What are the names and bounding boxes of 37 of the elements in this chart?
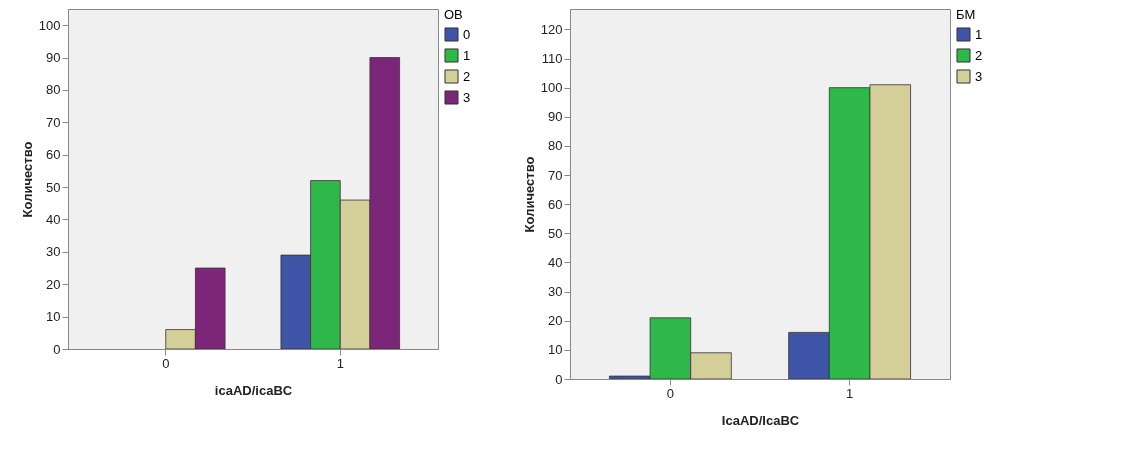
y-tick-label: 120 <box>540 21 563 37</box>
y-tick-label: 80 <box>548 138 563 154</box>
x-axis-title: IcaAD/IcaBC <box>721 412 800 428</box>
y-tick-label: 70 <box>46 114 61 130</box>
y-tick-label: 70 <box>548 167 563 183</box>
legend-label: 2 <box>463 68 471 84</box>
y-tick-label: 20 <box>46 276 61 292</box>
legend-label: 0 <box>463 26 471 42</box>
y-tick-label: 30 <box>548 284 563 300</box>
y-tick-label: 50 <box>548 225 563 241</box>
legend-label: 1 <box>975 26 983 42</box>
y-tick-label: 0 <box>555 371 563 387</box>
y-tick-label: 20 <box>548 313 563 329</box>
y-tick-label: 100 <box>38 17 61 33</box>
y-tick-label: 40 <box>46 211 61 227</box>
legend-label: 1 <box>463 47 471 63</box>
y-tick-label: 110 <box>541 51 563 67</box>
y-tick-label: 60 <box>548 196 563 212</box>
y-tick-label: 60 <box>46 147 61 163</box>
y-tick-label: 80 <box>46 82 61 98</box>
y-tick-label: 40 <box>548 254 563 270</box>
legend-label: 3 <box>463 89 471 105</box>
y-tick-label: 100 <box>540 80 563 96</box>
y-tick-label: 50 <box>46 179 61 195</box>
legend-title: ОВ <box>444 7 463 22</box>
y-tick-label: 30 <box>46 244 61 260</box>
y-tick-label: 10 <box>548 342 563 358</box>
y-axis-title: Количество <box>19 141 35 218</box>
y-tick-label: 90 <box>548 109 563 125</box>
legend-label: 3 <box>975 68 983 84</box>
y-tick-label: 10 <box>46 309 61 325</box>
y-tick-label: 90 <box>46 50 61 66</box>
legend-title: БМ <box>956 7 976 22</box>
y-tick-label: 0 <box>53 341 61 357</box>
y-axis-title: Количество <box>521 156 537 233</box>
legend-label: 2 <box>975 47 983 63</box>
x-axis-title: icaAD/icaBC <box>214 382 293 398</box>
